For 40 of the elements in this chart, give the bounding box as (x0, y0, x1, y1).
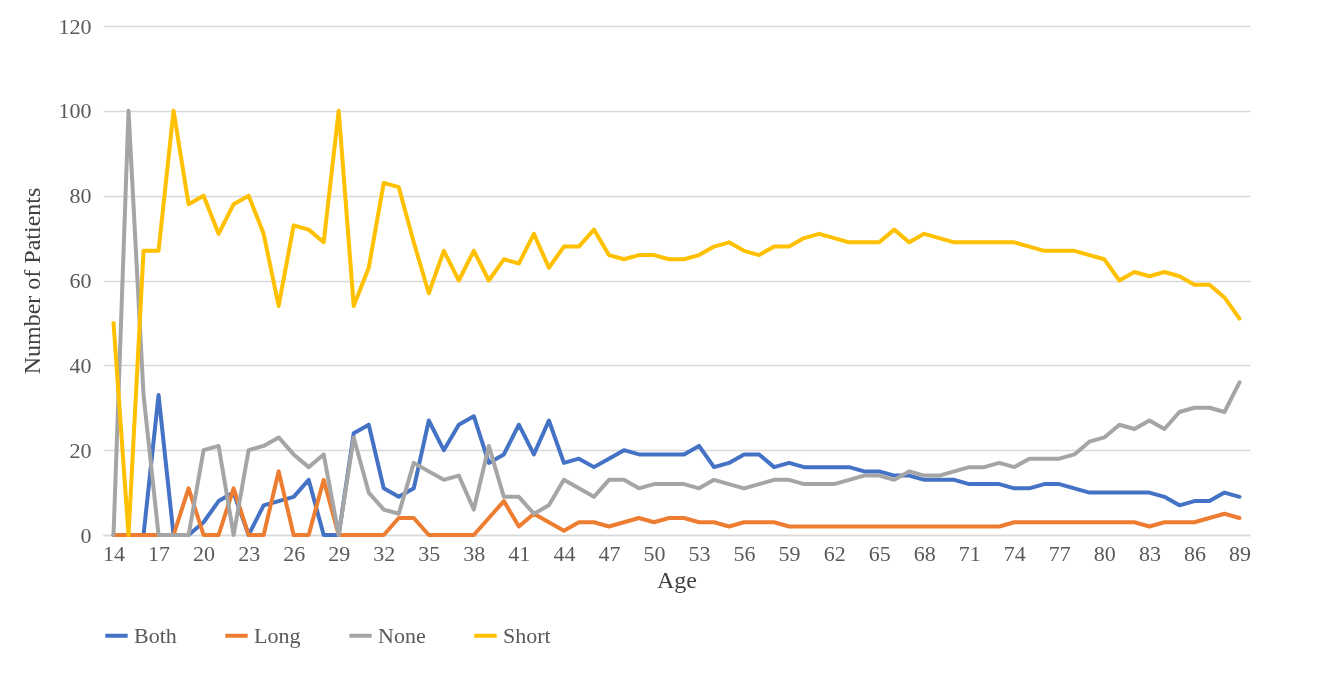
x-tick-label: 80 (1093, 540, 1116, 566)
x-tick-label: 20 (193, 540, 216, 566)
legend-label: Both (134, 622, 177, 648)
x-tick-label: 83 (1138, 540, 1161, 566)
legend-label: None (378, 622, 426, 648)
y-tick-label: 40 (69, 352, 92, 378)
x-tick-label: 14 (103, 540, 126, 566)
x-tick-label: 89 (1228, 540, 1251, 566)
x-tick-label: 86 (1183, 540, 1206, 566)
x-tick-label: 53 (688, 540, 711, 566)
legend-label: Long (254, 622, 301, 648)
x-tick-label: 17 (148, 540, 171, 566)
x-tick-label: 59 (778, 540, 801, 566)
x-tick-label: 68 (913, 540, 936, 566)
y-axis-title: Number of Patients (18, 187, 45, 375)
x-tick-label: 47 (598, 540, 621, 566)
y-tick-label: 120 (58, 13, 92, 39)
x-tick-label: 65 (868, 540, 891, 566)
x-tick-label: 77 (1048, 540, 1071, 566)
x-tick-label: 38 (463, 540, 486, 566)
x-tick-label: 32 (373, 540, 396, 566)
x-tick-label: 29 (328, 540, 351, 566)
x-tick-label: 35 (418, 540, 441, 566)
x-tick-label: 44 (553, 540, 576, 566)
y-tick-label: 20 (69, 437, 92, 463)
x-tick-label: 26 (283, 540, 306, 566)
y-tick-label: 60 (69, 268, 92, 293)
x-axis-title: Age (657, 566, 697, 593)
x-tick-label: 41 (508, 540, 531, 566)
x-tick-label: 62 (823, 540, 846, 566)
x-tick-label: 71 (958, 540, 981, 566)
x-tick-label: 56 (733, 540, 756, 566)
legend-label: Short (503, 622, 551, 648)
y-tick-label: 80 (69, 183, 92, 209)
x-tick-label: 74 (1003, 540, 1026, 566)
line-series (111, 108, 1242, 537)
x-tick-label: 23 (238, 540, 261, 566)
x-tick-label: 50 (643, 540, 666, 566)
y-tick-label: 100 (58, 98, 92, 124)
y-tick-label: 0 (80, 522, 92, 548)
